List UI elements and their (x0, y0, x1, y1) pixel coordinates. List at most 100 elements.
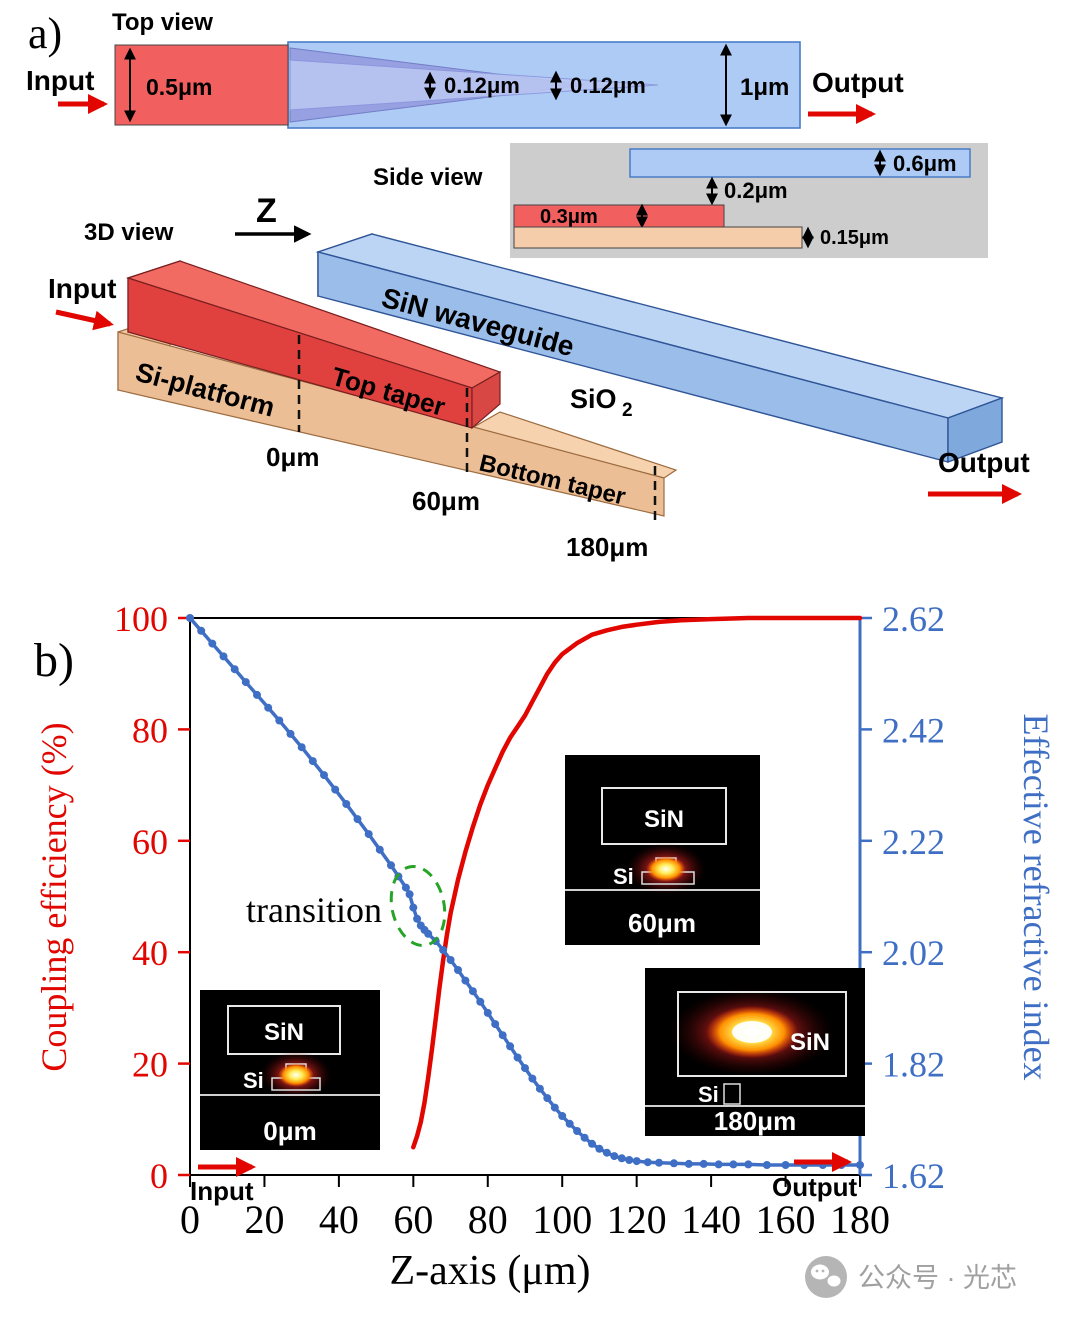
inset-si-label: Si (613, 864, 634, 889)
left-tick-label: 0 (150, 1156, 168, 1196)
data-point-effective-index (476, 997, 485, 1006)
sin-core-outline (677, 991, 847, 1077)
inset-z-label: 180μm (714, 1106, 796, 1136)
sio2-label: SiO (570, 384, 617, 414)
right-tick-label: 2.22 (882, 822, 945, 862)
data-point-effective-index (669, 1159, 678, 1168)
left-tick-label: 100 (114, 599, 168, 639)
view-3d-input-label: Input (48, 273, 116, 304)
dim-si-thickness: 0.3μm (540, 206, 598, 228)
dim-si-width: 0.5μm (146, 74, 213, 100)
data-point-effective-index (535, 1084, 544, 1093)
si-waveguide-top-view (114, 44, 289, 126)
data-point-effective-index (543, 1094, 552, 1103)
data-point-effective-index (744, 1160, 753, 1169)
dim-gap: 0.2μm (724, 178, 788, 203)
mode-glow-core (278, 1063, 314, 1087)
dim-sin-thickness: 0.6μm (893, 151, 957, 176)
sio2-subscript: 2 (622, 400, 633, 421)
inset-sin-label: SiN (264, 1019, 304, 1046)
data-point-effective-index (580, 1133, 589, 1142)
watermark: 公众号 · 光芯 (805, 1256, 1017, 1298)
inset-z-label: 60μm (628, 908, 696, 938)
right-tick-label: 2.62 (882, 599, 945, 639)
data-point-effective-index (401, 883, 410, 892)
top-view-output-label: Output (812, 67, 904, 98)
data-point-effective-index (714, 1160, 723, 1169)
side-view: Side view 0.6μm 0.2μm 0.3μm 0.15μm (373, 143, 988, 258)
top-view: Top view 0.5μm 0.12μm 0.12μm 1μm Input O… (26, 9, 904, 129)
bubble-eye-icon (815, 1269, 819, 1273)
si-rib-outline (723, 1083, 741, 1105)
left-tick-label: 80 (132, 710, 168, 750)
panel-a-letter: a) (28, 9, 62, 58)
z60-label: 60μm (412, 486, 480, 516)
transition-annotation: transition (246, 890, 382, 930)
data-point-effective-index (856, 1161, 864, 1169)
dim-sin-width: 1μm (740, 74, 789, 101)
chart-input-label: Input (190, 1176, 254, 1206)
left-tick-label: 40 (132, 933, 168, 973)
data-point-effective-index (610, 1152, 619, 1161)
dim-taper-tip-1: 0.12μm (444, 73, 520, 98)
top-view-title: Top view (112, 9, 213, 36)
data-point-effective-index (625, 1156, 634, 1164)
data-point-effective-index (617, 1154, 626, 1163)
data-point-effective-index (632, 1157, 641, 1166)
data-point-effective-index (573, 1127, 582, 1135)
data-point-effective-index (320, 771, 328, 780)
data-point-effective-index (498, 1031, 507, 1040)
data-point-effective-index (208, 639, 217, 648)
inset-si-label: Si (243, 1068, 264, 1093)
x-tick-label: 140 (681, 1197, 741, 1242)
data-point-effective-index (264, 703, 273, 712)
data-point-effective-index (491, 1020, 500, 1029)
data-point-effective-index (364, 830, 373, 839)
right-tick-label: 1.62 (882, 1156, 945, 1196)
bottom-taper-shape (289, 59, 659, 111)
data-point-effective-index (595, 1144, 604, 1153)
panel-b-letter: b) (34, 634, 74, 687)
mode-profile-inset-180um: SiN Si 180μm (645, 968, 865, 1136)
sin-layer-side-view (629, 148, 971, 178)
data-point-effective-index (506, 1042, 515, 1051)
data-point-effective-index (424, 929, 433, 938)
panel-b-chart: b) 0 20 40 60 80 100 120 140 160 180 0 20 40 60 80 100 1… (34, 599, 1056, 1294)
right-tick-label: 2.42 (882, 710, 945, 750)
x-tick-label: 180 (830, 1197, 890, 1242)
data-point-effective-index (375, 845, 384, 854)
data-point-effective-index (446, 956, 455, 964)
x-tick-label: 40 (319, 1197, 359, 1242)
data-point-effective-index (308, 757, 317, 766)
right-axis-title: Effective refractive index (1016, 713, 1056, 1080)
data-point-effective-index (699, 1159, 708, 1168)
data-point-effective-index (521, 1064, 529, 1073)
si-block-end-face (471, 370, 501, 430)
data-point-effective-index (781, 1161, 790, 1169)
data-point-effective-index (550, 1103, 559, 1112)
dim-platform-thickness: 0.15μm (820, 227, 889, 249)
data-point-effective-index (387, 861, 395, 870)
series-coupling-efficiency (411, 615, 863, 1150)
data-point-effective-index (588, 1139, 596, 1148)
chart-output-label: Output (772, 1172, 858, 1202)
data-point-effective-index (342, 800, 351, 808)
right-tick-label: 2.02 (882, 933, 945, 973)
data-point-effective-index (405, 890, 414, 899)
data-point-effective-index (602, 1148, 611, 1157)
x-tick-label: 60 (393, 1197, 433, 1242)
mode-glow-center (732, 1021, 772, 1043)
data-point-effective-index (643, 1158, 652, 1167)
x-tick-label: 0 (180, 1197, 200, 1242)
dim-taper-tip-2: 0.12μm (570, 73, 646, 98)
input-arrow-3d-icon (55, 309, 114, 331)
view-3d: 3D view Z SiN waveguide Si-platform Top … (48, 192, 1030, 562)
side-view-title: Side view (373, 164, 483, 191)
chart-curves-and-ticks: 0 20 40 60 80 100 120 140 160 180 0 20 40 60 80 100 1.62… (114, 599, 945, 1242)
left-tick-label: 20 (132, 1045, 168, 1085)
data-point-effective-index (483, 1008, 492, 1017)
transition-ellipse (389, 865, 447, 947)
z-axis-symbol: Z (256, 192, 277, 230)
data-point-effective-index (729, 1160, 738, 1169)
